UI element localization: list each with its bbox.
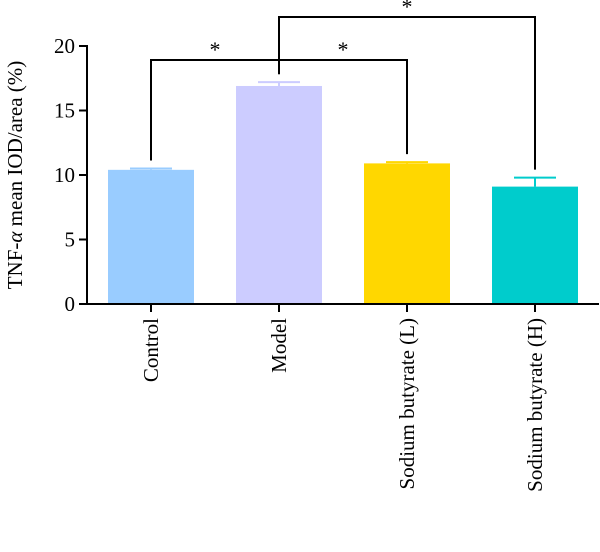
y-axis-label-prefix: TNF- [3,243,27,290]
x-category-label-3: Sodium butyrate (H) [523,318,547,492]
bar-0 [108,169,194,304]
y-tick-label-1: 5 [65,228,76,252]
y-tick-label-3: 15 [54,99,75,123]
y-axis-label-suffix: mean IOD/area (%) [3,61,27,232]
y-axis-label: TNF-α mean IOD/area (%) [3,61,27,290]
y-tick-label-4: 20 [54,34,75,58]
bar-2 [364,163,450,304]
y-tick-label-0: 0 [65,292,76,316]
significance-label-0: * [210,37,221,62]
y-axis-label-greek: α [3,231,27,243]
significance-label-1: * [338,37,349,62]
bar-1 [236,85,322,305]
x-category-label-0: Control [139,318,163,382]
axes-layer: 0 5 10 15 20 Control Model Sodium butyrate (L) S… [54,34,599,492]
bars-layer [108,85,578,305]
significance-bracket-2 [278,16,536,170]
error-bars-layer [130,81,556,187]
significance-layer: * * * [150,0,536,170]
significance-label-2: * [402,0,413,19]
x-category-label-1: Model [267,318,291,373]
y-tick-label-2: 10 [54,163,75,187]
bar-3 [492,186,578,304]
x-category-label-2: Sodium butyrate (L) [395,318,419,489]
